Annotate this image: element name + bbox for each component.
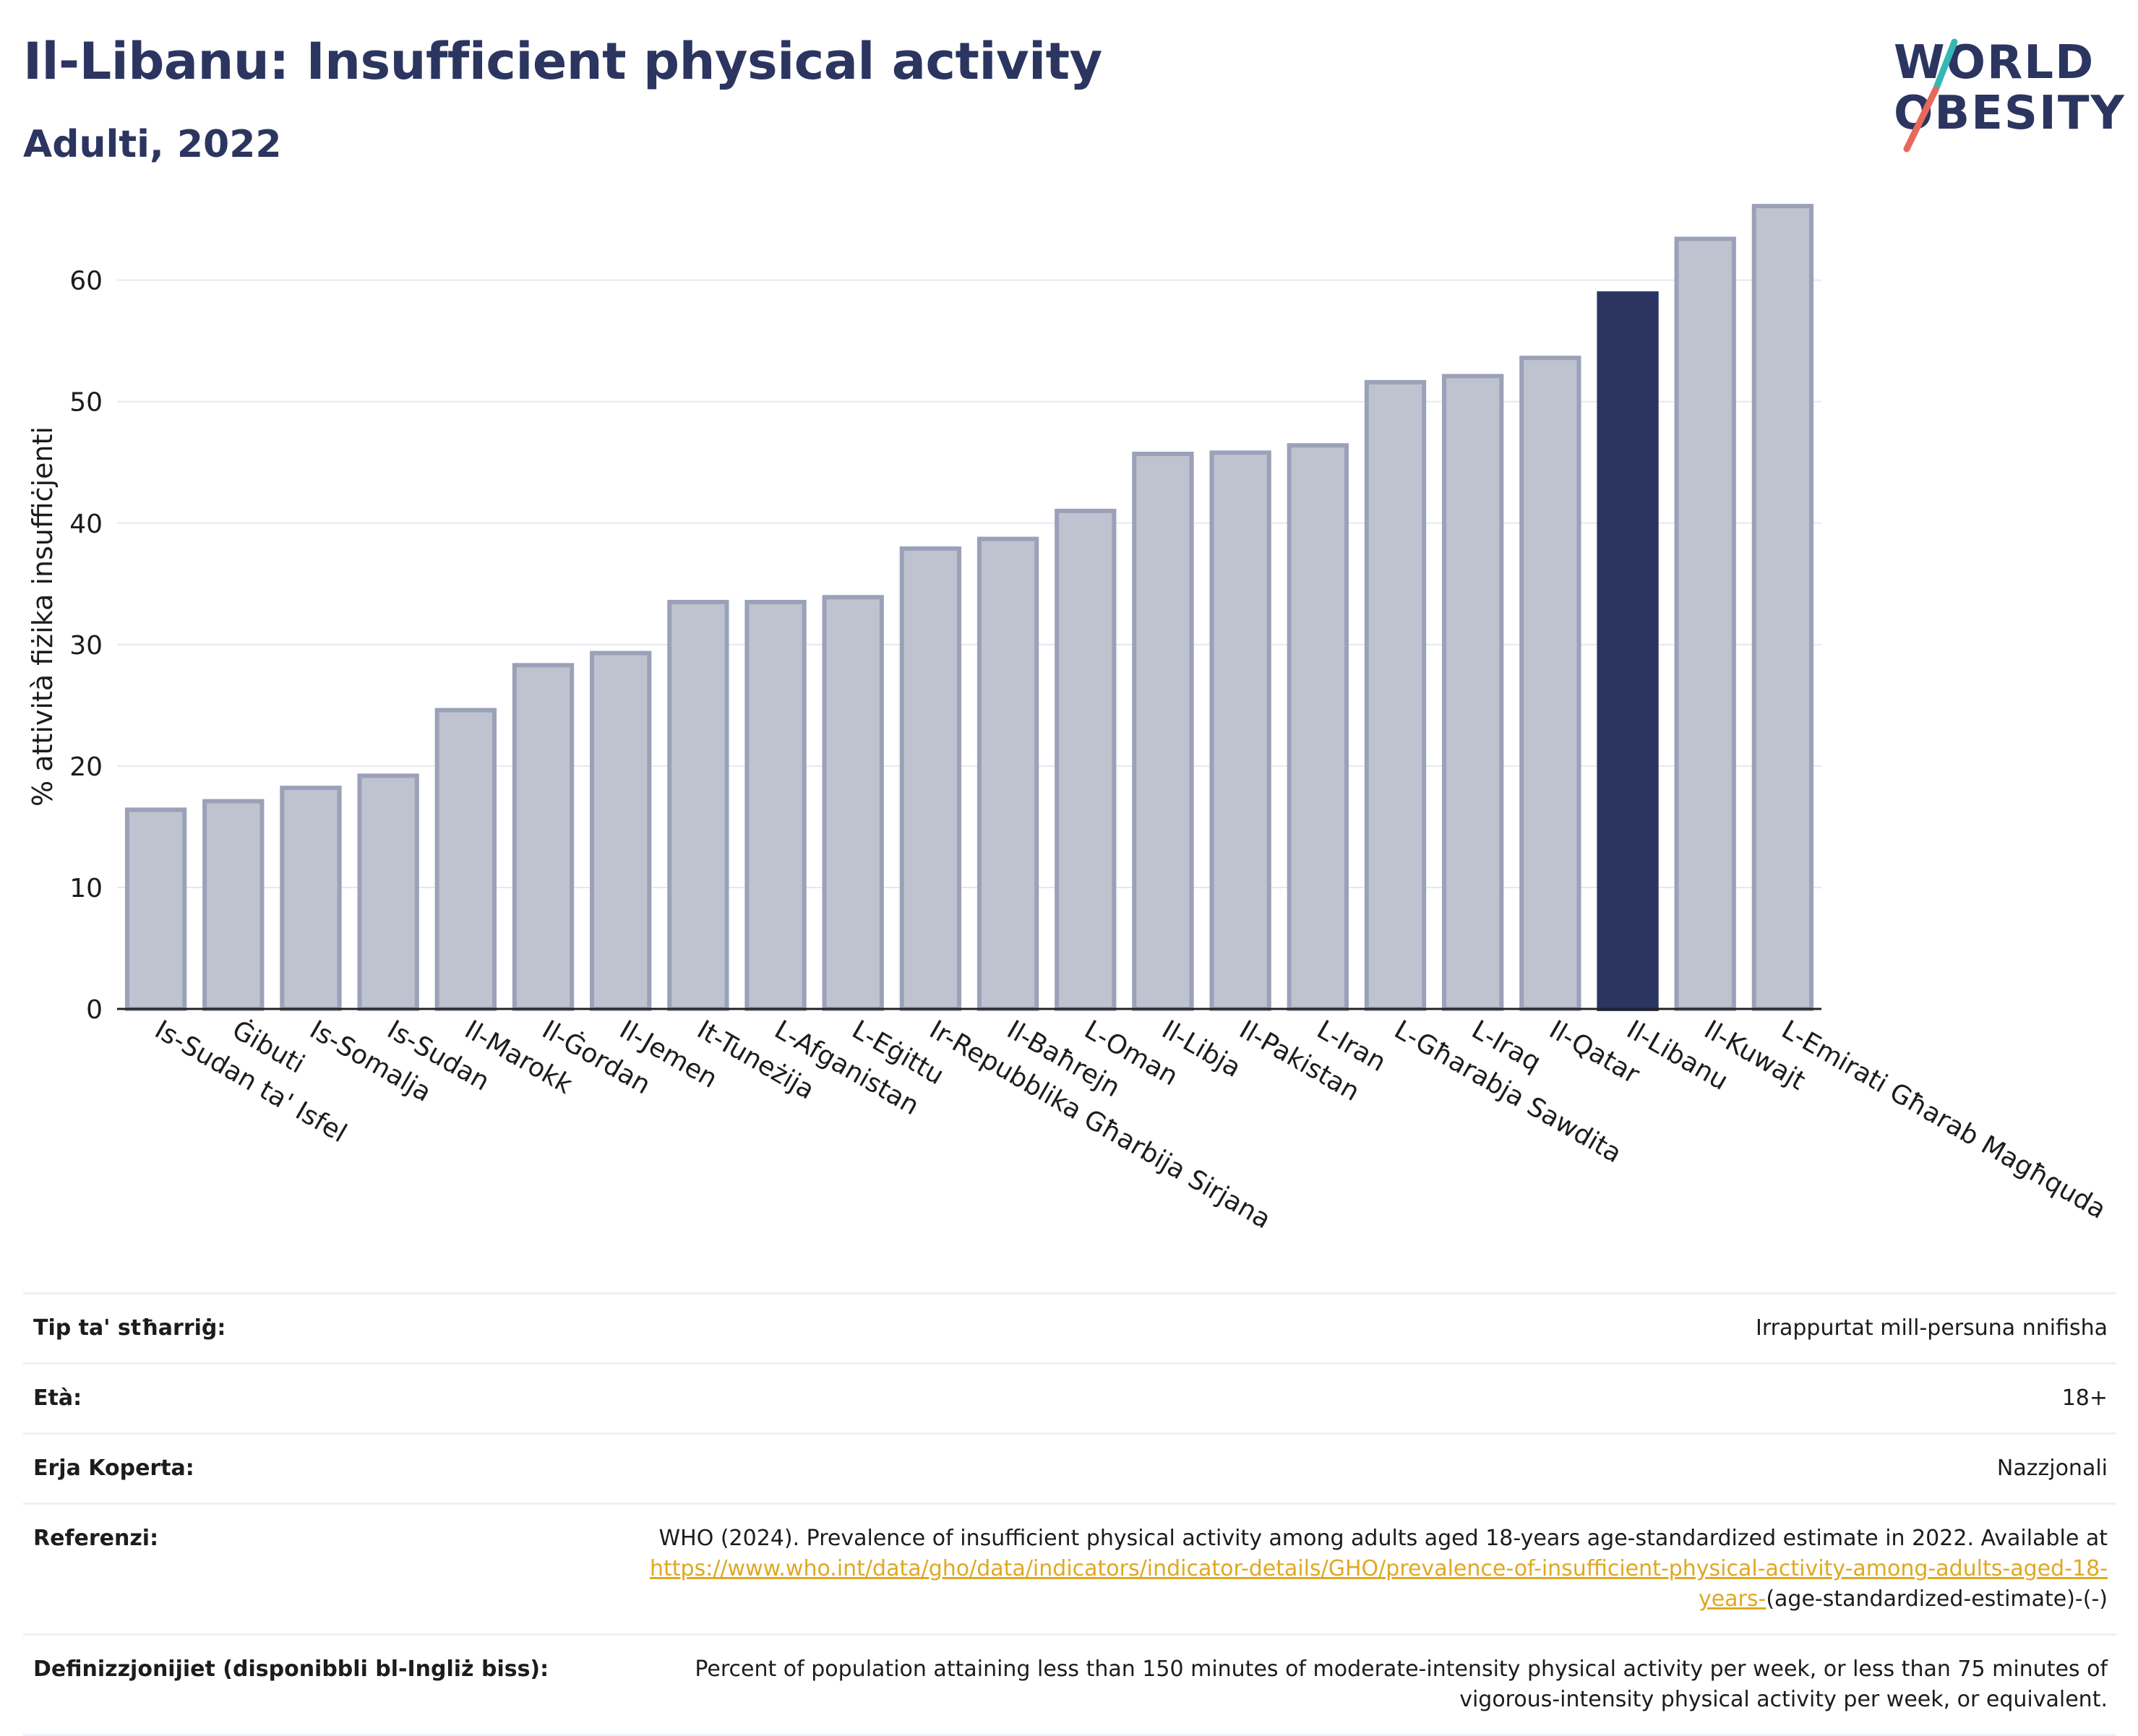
bars [124,204,1814,1012]
meta-row-age: Età: 18+ [23,1362,2116,1435]
bar [280,786,342,1011]
bar [667,600,729,1011]
y-tick-label: 30 [69,631,103,661]
logo-slash-teal [1932,38,1958,93]
logo-line-1: WORLD [1894,36,2095,90]
reference-text: WHO (2024). Prevalence of insufficient p… [658,1526,2108,1551]
y-axis-label: % attività fiżika insuffiċjenti [27,426,59,807]
bar [1132,451,1194,1011]
meta-value: Percent of population attaining less tha… [591,1633,2116,1736]
bar [512,663,575,1011]
bar [1287,443,1349,1011]
meta-row-survey-type: Tip ta' stħarriġ: Irrappurtat mill-persu… [23,1292,2116,1365]
y-tick-label: 0 [86,995,103,1025]
bar [1674,236,1736,1012]
y-tick-label: 20 [69,752,103,782]
meta-label: Erja Koperta: [23,1432,591,1505]
meta-value: 18+ [591,1362,2116,1435]
bar [590,650,652,1011]
bar [1442,374,1504,1011]
meta-value: Nazzjonali [591,1432,2116,1505]
bar [124,807,187,1011]
bar [976,536,1039,1011]
reference-suffix: (age-standardized-estimate)-(-) [1766,1586,2108,1612]
meta-label: Età: [23,1362,591,1435]
meta-label: Definizzjonijiet (disponibbli bl-Ingliż … [23,1633,591,1736]
chart-subtitle: Adulti, 2022 [23,123,282,166]
metadata-table: Tip ta' stħarriġ: Irrappurtat mill-persu… [23,1292,2116,1736]
bar-chart: 0 10 20 30 40 50 60 Is-Sudan ta' IsfelĠibutiIs… [27,204,2111,1235]
bar [744,600,807,1011]
bar [1597,291,1659,1011]
meta-label: Tip ta' stħarriġ: [23,1292,591,1365]
bar [1519,356,1581,1011]
x-tick-labels: Is-Sudan ta' IsfelĠibutiIs-SomaljaIs-Sud… [150,1014,2111,1234]
meta-row-area: Erja Koperta: Nazzjonali [23,1432,2116,1505]
logo-slash-red [1903,86,1939,152]
y-tick-label: 60 [69,267,103,296]
meta-label: Referenzi: [23,1503,591,1636]
bar [1364,379,1427,1011]
world-obesity-logo: WORLD OBESITY [1894,36,2124,152]
meta-row-definitions: Definizzjonijiet (disponibbli bl-Ingliż … [23,1633,2116,1736]
bar [357,773,419,1011]
bar [1055,508,1117,1011]
meta-row-references: Referenzi: WHO (2024). Prevalence of ins… [23,1503,2116,1636]
bar [1209,450,1271,1011]
y-tick-labels: 0 10 20 30 40 50 60 [69,267,103,1025]
meta-value: Irrappurtat mill-persuna nnifisha [591,1292,2116,1365]
y-tick-label: 40 [69,510,103,539]
bar [822,595,884,1011]
y-tick-label: 10 [69,874,103,903]
y-tick-label: 50 [69,388,103,418]
reference-link[interactable]: https://www.who.int/data/gho/data/indica… [650,1556,2108,1612]
bar [434,708,497,1011]
chart-title: Il-Libanu: Insufficient physical activit… [23,32,1102,91]
bar [202,799,265,1011]
bar [1751,204,1814,1011]
x-tick-label: L-Emirati Għarab Magħquda [1777,1015,2111,1225]
bar [899,546,962,1011]
meta-value: WHO (2024). Prevalence of insufficient p… [591,1503,2116,1636]
